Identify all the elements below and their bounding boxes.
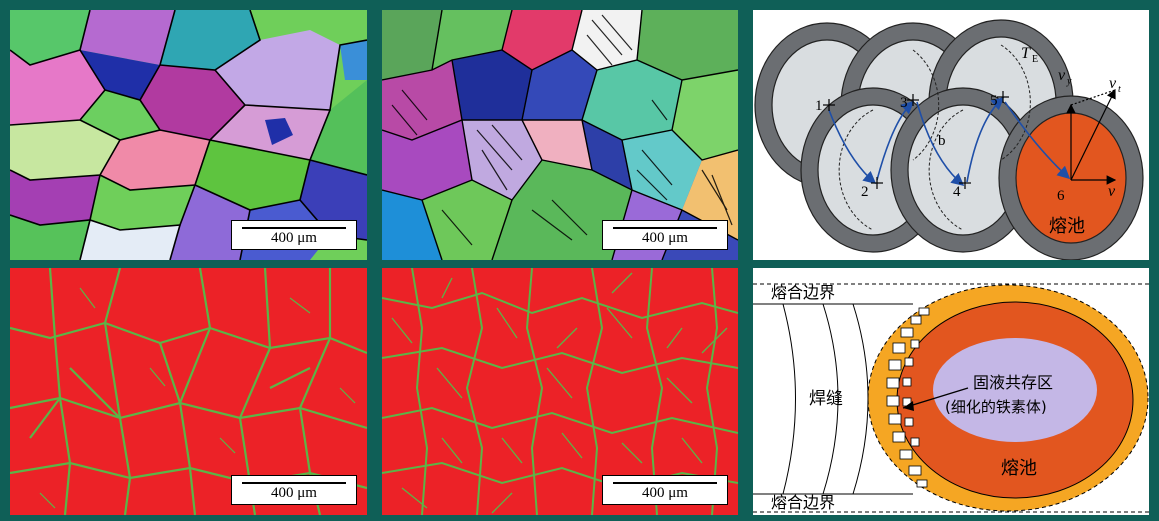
phase-map-1 [10, 268, 367, 515]
label-vy-sub: y [1066, 76, 1072, 87]
ferrite-label: (细化的铁素体) [945, 398, 1047, 416]
label-vt: v [1109, 75, 1117, 92]
label-3: 3 [900, 95, 908, 111]
pool-label: 熔池 [1001, 458, 1037, 479]
label-pool: 熔池 [1049, 216, 1085, 237]
ebsd-map-fine: 400 μm [382, 10, 738, 260]
scale-bar: 400 μm [231, 220, 357, 250]
fusion-boundary-top: 熔合边界 [771, 283, 835, 302]
ebsd-map-coarse: 400 μm [10, 10, 367, 260]
fusion-zone-schematic: 熔合边界 熔合边界 焊缝 固液共存区 (细化的铁素体) 熔池 [753, 268, 1149, 515]
scale-bar: 400 μm [231, 475, 357, 505]
label-1: 1 [815, 98, 823, 114]
scale-bar: 400 μm [602, 475, 728, 505]
coexist-label: 固液共存区 [973, 373, 1053, 392]
weld-pool-schematic: 1 2 3 4 5 6 b T E v y v t v 熔池 [753, 10, 1149, 260]
label-vy: v [1058, 67, 1066, 84]
label-2: 2 [861, 184, 869, 200]
ebsd-grains-2 [382, 10, 738, 260]
weld-label: 焊缝 [809, 389, 843, 409]
label-vt-sub: t [1118, 84, 1121, 95]
coexistence-region [933, 338, 1097, 442]
label-te-sub: E [1032, 54, 1038, 65]
ebsd-grains-1 [10, 10, 367, 260]
fusion-boundary-bottom: 熔合边界 [771, 493, 835, 512]
phase-map-coarse: 400 μm [10, 268, 367, 515]
fusion-diagram: 熔合边界 熔合边界 焊缝 固液共存区 (细化的铁素体) 熔池 [753, 283, 1149, 513]
phase-map-fine: 400 μm [382, 268, 738, 515]
pool-overlap-diagram: 1 2 3 4 5 6 b T E v y v t v 熔池 [754, 19, 1144, 260]
label-4: 4 [953, 184, 961, 200]
scale-bar: 400 μm [602, 220, 728, 250]
label-6: 6 [1057, 188, 1065, 204]
label-5: 5 [990, 93, 998, 109]
label-b: b [938, 133, 946, 149]
label-te: T [1021, 45, 1031, 62]
phase-map-2 [382, 268, 738, 515]
label-vx: v [1108, 183, 1116, 200]
